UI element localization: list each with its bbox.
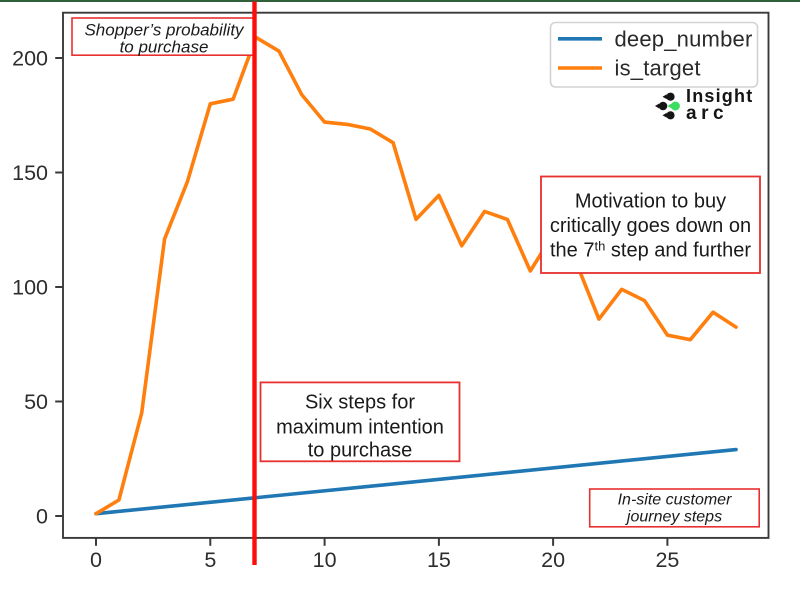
svg-text:deep_number: deep_number <box>615 26 753 51</box>
svg-text:5: 5 <box>204 548 216 572</box>
svg-text:Six steps for: Six steps for <box>305 392 415 414</box>
svg-text:arc: arc <box>686 103 728 124</box>
svg-text:25: 25 <box>655 548 679 572</box>
svg-text:is_target: is_target <box>615 55 701 80</box>
svg-text:150: 150 <box>12 161 48 185</box>
svg-text:critically goes down on: critically goes down on <box>550 215 751 237</box>
svg-text:50: 50 <box>24 390 48 414</box>
svg-text:200: 200 <box>12 47 48 71</box>
svg-text:to purchase: to purchase <box>308 440 413 462</box>
svg-text:15: 15 <box>427 548 451 572</box>
svg-text:0: 0 <box>90 548 102 572</box>
svg-text:In-site customer: In-site customer <box>618 492 732 509</box>
svg-text:10: 10 <box>313 548 337 572</box>
svg-text:20: 20 <box>541 548 565 572</box>
svg-text:to purchase: to purchase <box>120 37 209 56</box>
svg-text:the 7th step and further: the 7th step and further <box>550 238 751 261</box>
svg-text:maximum intention: maximum intention <box>276 417 444 439</box>
svg-text:0: 0 <box>36 505 48 529</box>
svg-text:Shopper’s probability: Shopper’s probability <box>84 21 245 40</box>
svg-text:Motivation to buy: Motivation to buy <box>575 190 726 212</box>
svg-text:journey steps: journey steps <box>625 509 722 526</box>
svg-text:100: 100 <box>12 276 48 300</box>
svg-text:Insight: Insight <box>686 86 753 106</box>
